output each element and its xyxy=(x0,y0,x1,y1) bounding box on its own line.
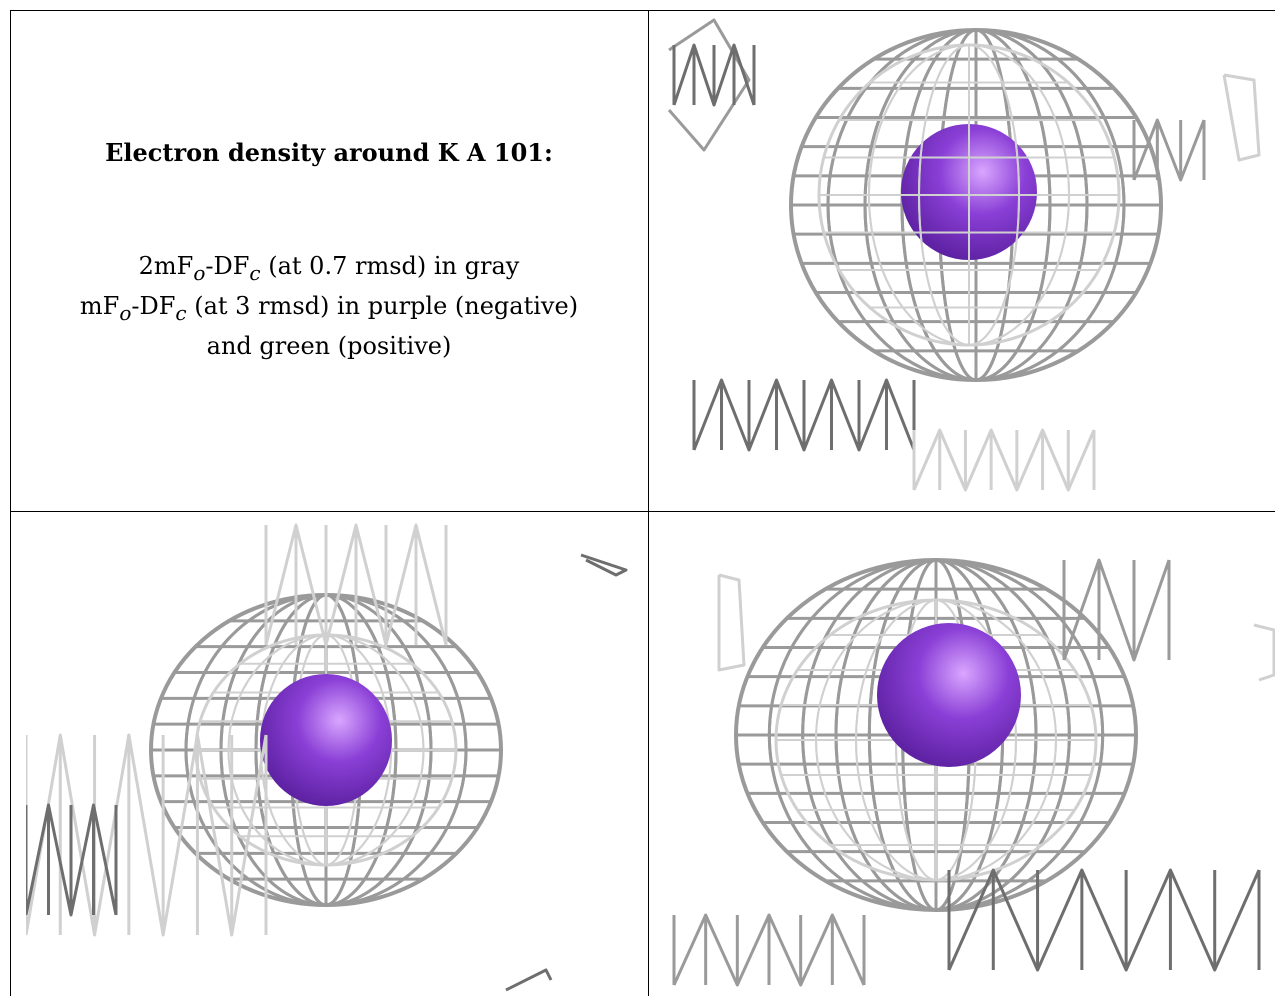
density-fragment xyxy=(692,380,916,450)
density-fragment xyxy=(912,428,1096,492)
density-mesh xyxy=(789,28,1163,382)
mesh-sphere-icon xyxy=(672,558,1275,987)
density-fragment xyxy=(505,968,553,992)
top-right-view xyxy=(664,10,1275,496)
border-row xyxy=(10,511,1275,512)
legend-line-gray: 2mFo-DFc (at 0.7 rmsd) in gray xyxy=(138,252,520,285)
legend-line-green: and green (positive) xyxy=(206,331,452,360)
density-fragment xyxy=(1222,73,1261,162)
density-fragment xyxy=(1253,623,1275,682)
density-mesh xyxy=(194,633,458,867)
density-fragment xyxy=(1132,120,1206,180)
density-fragment xyxy=(947,868,1261,972)
density-fragment xyxy=(26,805,118,915)
border-top xyxy=(10,10,1275,11)
bottom-right-view xyxy=(664,515,1275,996)
figure-title: Electron density around K A 101: xyxy=(105,138,553,167)
density-fragment xyxy=(672,45,756,105)
figure-grid: Electron density around K A 101: 2mFo-DF… xyxy=(10,10,1275,996)
density-fragment xyxy=(26,733,268,937)
bottom-left-view xyxy=(26,515,632,996)
border-middle xyxy=(648,10,649,996)
density-fragment xyxy=(667,18,751,152)
density-mesh xyxy=(817,43,1121,347)
legend-line-purple: mFo-DFc (at 3 rmsd) in purple (negative) xyxy=(79,291,579,325)
density-fragment xyxy=(947,870,1261,970)
density-fragment xyxy=(1062,560,1171,660)
figure-legend: 2mFo-DFc (at 0.7 rmsd) in gray mFo-DFc (… xyxy=(10,248,648,364)
density-fragment xyxy=(1062,558,1171,662)
density-fragment xyxy=(580,553,628,577)
density-fragment xyxy=(912,430,1096,490)
potassium-ion-sphere xyxy=(877,623,1021,767)
mesh-sphere-icon xyxy=(667,18,1261,492)
potassium-ion-sphere xyxy=(260,674,392,806)
density-fragment xyxy=(264,525,448,645)
density-fragment xyxy=(1132,118,1206,182)
caption-panel: Electron density around K A 101: 2mFo-DF… xyxy=(10,10,648,511)
density-fragment xyxy=(717,573,746,672)
density-fragment xyxy=(672,915,866,985)
border-left xyxy=(10,10,11,996)
mesh-sphere-icon xyxy=(26,523,628,992)
